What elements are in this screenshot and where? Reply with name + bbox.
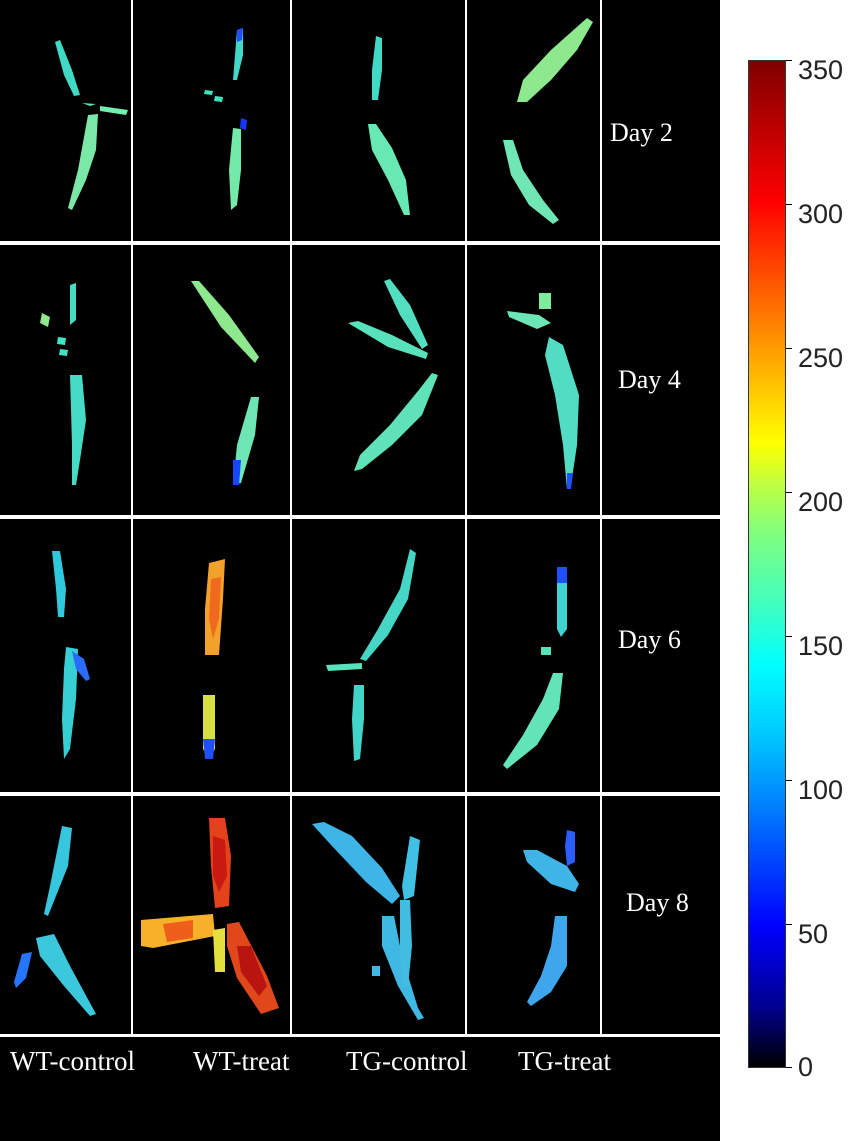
colorbar-tick [786, 924, 792, 925]
muscle-image [326, 549, 416, 761]
row-label-day8: Day 8 [626, 888, 689, 917]
colorbar-tick-label: 300 [798, 199, 844, 229]
cell-day8-tg-treat [467, 796, 600, 1034]
muscle-image [312, 822, 424, 1020]
col-label-wt-treat: WT-treat [193, 1046, 290, 1076]
muscle-image [203, 559, 225, 759]
colorbar-tick-label: 250 [798, 343, 844, 373]
cell-day8-tg-control [292, 796, 465, 1034]
colorbar-tick [786, 636, 792, 637]
colorbar-tick-label: 0 [798, 1052, 814, 1082]
cell-day6-tg-treat [467, 519, 600, 792]
muscle-image [55, 40, 128, 210]
cell-day2-wt-control [0, 0, 131, 241]
muscle-image [40, 283, 86, 485]
cell-day2-label: Day 2 [602, 0, 720, 241]
cell-day2-tg-treat [467, 0, 600, 241]
colorbar-tick-label: 350 [798, 55, 844, 85]
muscle-image [523, 830, 579, 1006]
cell-day6-wt-treat [133, 519, 290, 792]
colorbar-tick-label: 200 [798, 487, 844, 517]
colorbar-tick [786, 780, 792, 781]
muscle-image [507, 293, 579, 489]
cell-day6-wt-control [0, 519, 131, 792]
col-label-tg-control: TG-control [346, 1046, 468, 1076]
muscle-image [503, 567, 567, 769]
colorbar-tick-label: 50 [798, 919, 829, 949]
colorbar-tick [786, 1067, 792, 1068]
row-label-day6: Day 6 [618, 625, 681, 654]
muscle-image [52, 551, 90, 759]
muscle-image [141, 818, 279, 1014]
cell-day8-label: Day 8 [602, 796, 720, 1034]
cell-day4-tg-control [292, 245, 465, 515]
row-label-day2: Day 2 [610, 118, 673, 147]
colorbar-tick [786, 60, 792, 61]
colorbar-tick [786, 492, 792, 493]
colorbar-tick-label: 150 [798, 631, 844, 661]
col-label-wt-control: WT-control [10, 1046, 135, 1076]
muscle-image [368, 36, 410, 215]
colorbar-tick [786, 204, 792, 205]
muscle-image [204, 28, 247, 210]
colorbar-gradient [748, 60, 786, 1068]
colorbar-tick [786, 348, 792, 349]
colorbar [748, 60, 792, 1068]
cell-day4-tg-treat [467, 245, 600, 515]
muscle-image [503, 18, 593, 224]
cell-day6-label: Day 6 [602, 519, 720, 792]
cell-day8-wt-treat [133, 796, 290, 1034]
cell-day6-tg-control [292, 519, 465, 792]
cell-day2-tg-control [292, 0, 465, 241]
cell-day2-wt-treat [133, 0, 290, 241]
col-label-tg-treat: TG-treat [518, 1046, 611, 1076]
muscle-image [348, 279, 438, 471]
cell-day4-label: Day 4 [602, 245, 720, 515]
cell-day4-wt-control [0, 245, 131, 515]
muscle-image [191, 281, 259, 485]
image-grid: Day 2 [0, 0, 720, 1141]
colorbar-tick-label: 100 [798, 775, 844, 805]
cell-day8-wt-control [0, 796, 131, 1034]
muscle-image [14, 826, 96, 1016]
row-label-day4: Day 4 [618, 365, 681, 394]
cell-day4-wt-treat [133, 245, 290, 515]
